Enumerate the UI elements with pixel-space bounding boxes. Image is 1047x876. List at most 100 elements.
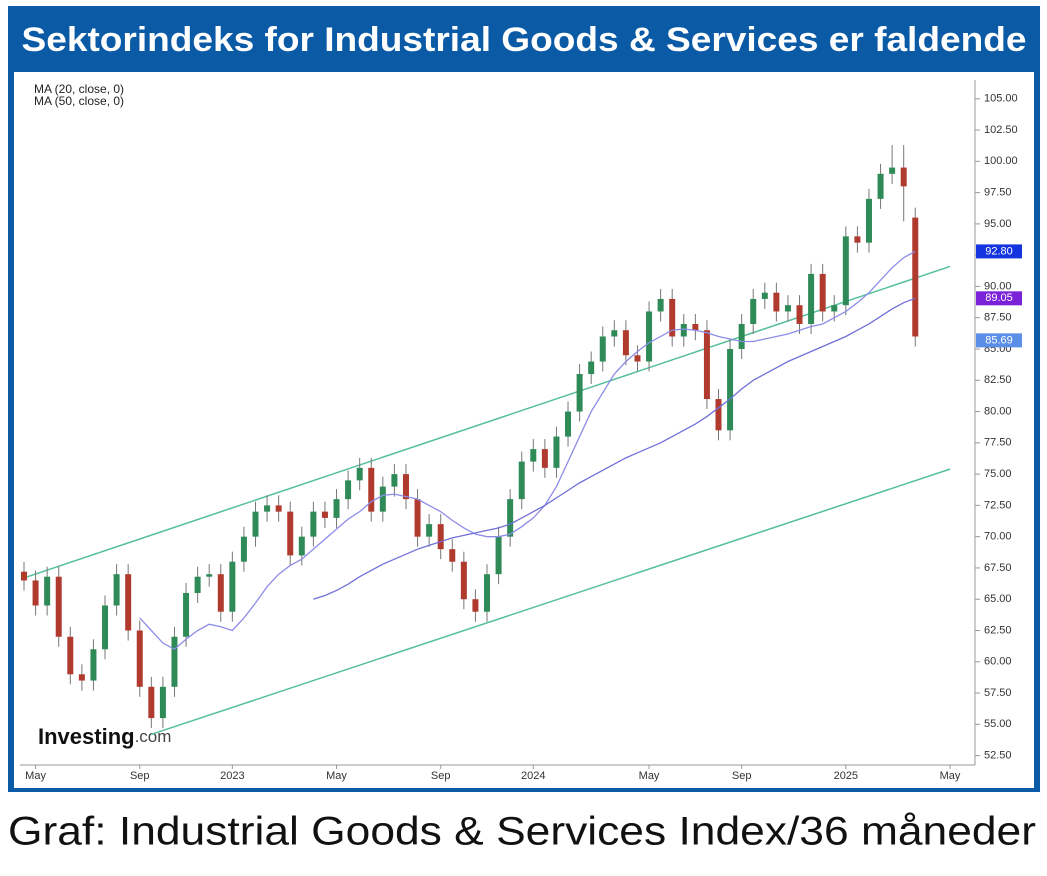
candle-body (368, 467, 375, 512)
candle-body (889, 167, 896, 174)
candle-body (495, 536, 502, 575)
candle-body (541, 449, 548, 468)
watermark-main: Investing (38, 724, 135, 749)
candle-body (622, 330, 629, 356)
candle-body (275, 505, 282, 512)
candle-body (90, 649, 97, 681)
trend-line (151, 468, 951, 736)
price-label: 89.05 (985, 292, 1013, 304)
candle-body (773, 292, 780, 312)
candle-body (310, 511, 317, 537)
candle-body (78, 674, 85, 681)
candle-body (692, 323, 699, 331)
candle-body (379, 486, 386, 512)
candle-body (402, 474, 409, 500)
candle-body (125, 574, 132, 631)
candle-body (854, 236, 861, 243)
candle-body (808, 273, 815, 324)
candle-body (194, 576, 201, 593)
x-tick-label: May (639, 770, 660, 782)
legend-entry: MA (20, close, 0) (34, 82, 124, 96)
candle-body (680, 323, 687, 337)
y-tick-label: 70.00 (984, 531, 1012, 543)
x-tick-label: May (326, 770, 347, 782)
ma-line (139, 250, 916, 651)
x-tick-label: Sep (431, 770, 451, 782)
candle-body (819, 273, 826, 312)
legend-entry: MA (50, close, 0) (34, 94, 124, 108)
y-tick-label: 77.50 (984, 437, 1012, 449)
y-tick-label: 67.50 (984, 562, 1012, 574)
candle-body (345, 480, 352, 500)
candle-body (102, 605, 109, 650)
candle-body (21, 571, 27, 581)
candle-body (727, 348, 734, 431)
candle-body (831, 305, 838, 312)
candle-body (391, 474, 398, 487)
y-tick-label: 75.00 (984, 468, 1012, 480)
candle-body (333, 499, 340, 518)
y-tick-label: 97.50 (984, 187, 1012, 199)
candle-body (298, 536, 305, 556)
y-tick-label: 55.00 (984, 718, 1012, 730)
candle-body (518, 461, 525, 500)
y-tick-label: 72.50 (984, 499, 1012, 511)
candle-body (252, 511, 259, 537)
candle-body (206, 574, 213, 577)
candle-body (877, 173, 884, 199)
candle-body (229, 561, 236, 612)
candle-body (437, 524, 444, 550)
candle-body (657, 298, 664, 312)
y-tick-label: 60.00 (984, 656, 1012, 668)
candle-body (183, 592, 190, 637)
candle-body (507, 499, 514, 537)
candle-body (55, 576, 62, 637)
x-tick-label: May (940, 770, 961, 782)
x-tick-label: Sep (130, 770, 150, 782)
candle-body (912, 217, 919, 337)
candle-body (784, 305, 791, 312)
x-tick-label: May (25, 770, 46, 782)
y-tick-label: 62.50 (984, 624, 1012, 636)
y-tick-label: 95.00 (984, 218, 1012, 230)
watermark: Investing.com (38, 724, 171, 749)
candle-body (865, 198, 872, 243)
candle-body (321, 511, 328, 518)
candle-body (426, 524, 433, 537)
candle-body (565, 411, 572, 437)
chart-area (14, 72, 1034, 788)
x-tick-label: 2024 (521, 770, 545, 782)
candle-body (32, 580, 39, 606)
candle-body (159, 686, 166, 719)
candle-body (460, 561, 467, 600)
candle-body (240, 536, 247, 562)
candle-body (900, 167, 907, 187)
candle-body (530, 449, 537, 462)
x-tick-label: 2023 (220, 770, 244, 782)
price-label: 85.69 (985, 334, 1013, 346)
ma-line (313, 297, 916, 600)
price-label-box (976, 291, 1022, 306)
candle-body (553, 436, 560, 468)
candle-body (484, 574, 490, 612)
candle-body (67, 636, 74, 675)
candle-body (148, 686, 155, 719)
candle-body (414, 499, 421, 537)
candle-body (738, 323, 745, 349)
price-label: 92.80 (985, 245, 1013, 257)
x-tick-label: 2025 (834, 770, 858, 782)
candle-body (588, 361, 595, 375)
y-tick-label: 100.00 (984, 155, 1018, 167)
candle-body (715, 399, 722, 431)
candle-body (669, 298, 676, 337)
candle-body (113, 574, 120, 606)
trend-line (23, 265, 951, 579)
y-tick-label: 80.00 (984, 405, 1012, 417)
candle-body (750, 298, 757, 324)
price-label-box (976, 333, 1022, 348)
y-tick-label: 102.50 (984, 124, 1018, 136)
candle-body (842, 236, 849, 306)
caption: Graf: Industrial Goods & Services Index/… (8, 810, 1036, 854)
candle-body (576, 374, 583, 412)
